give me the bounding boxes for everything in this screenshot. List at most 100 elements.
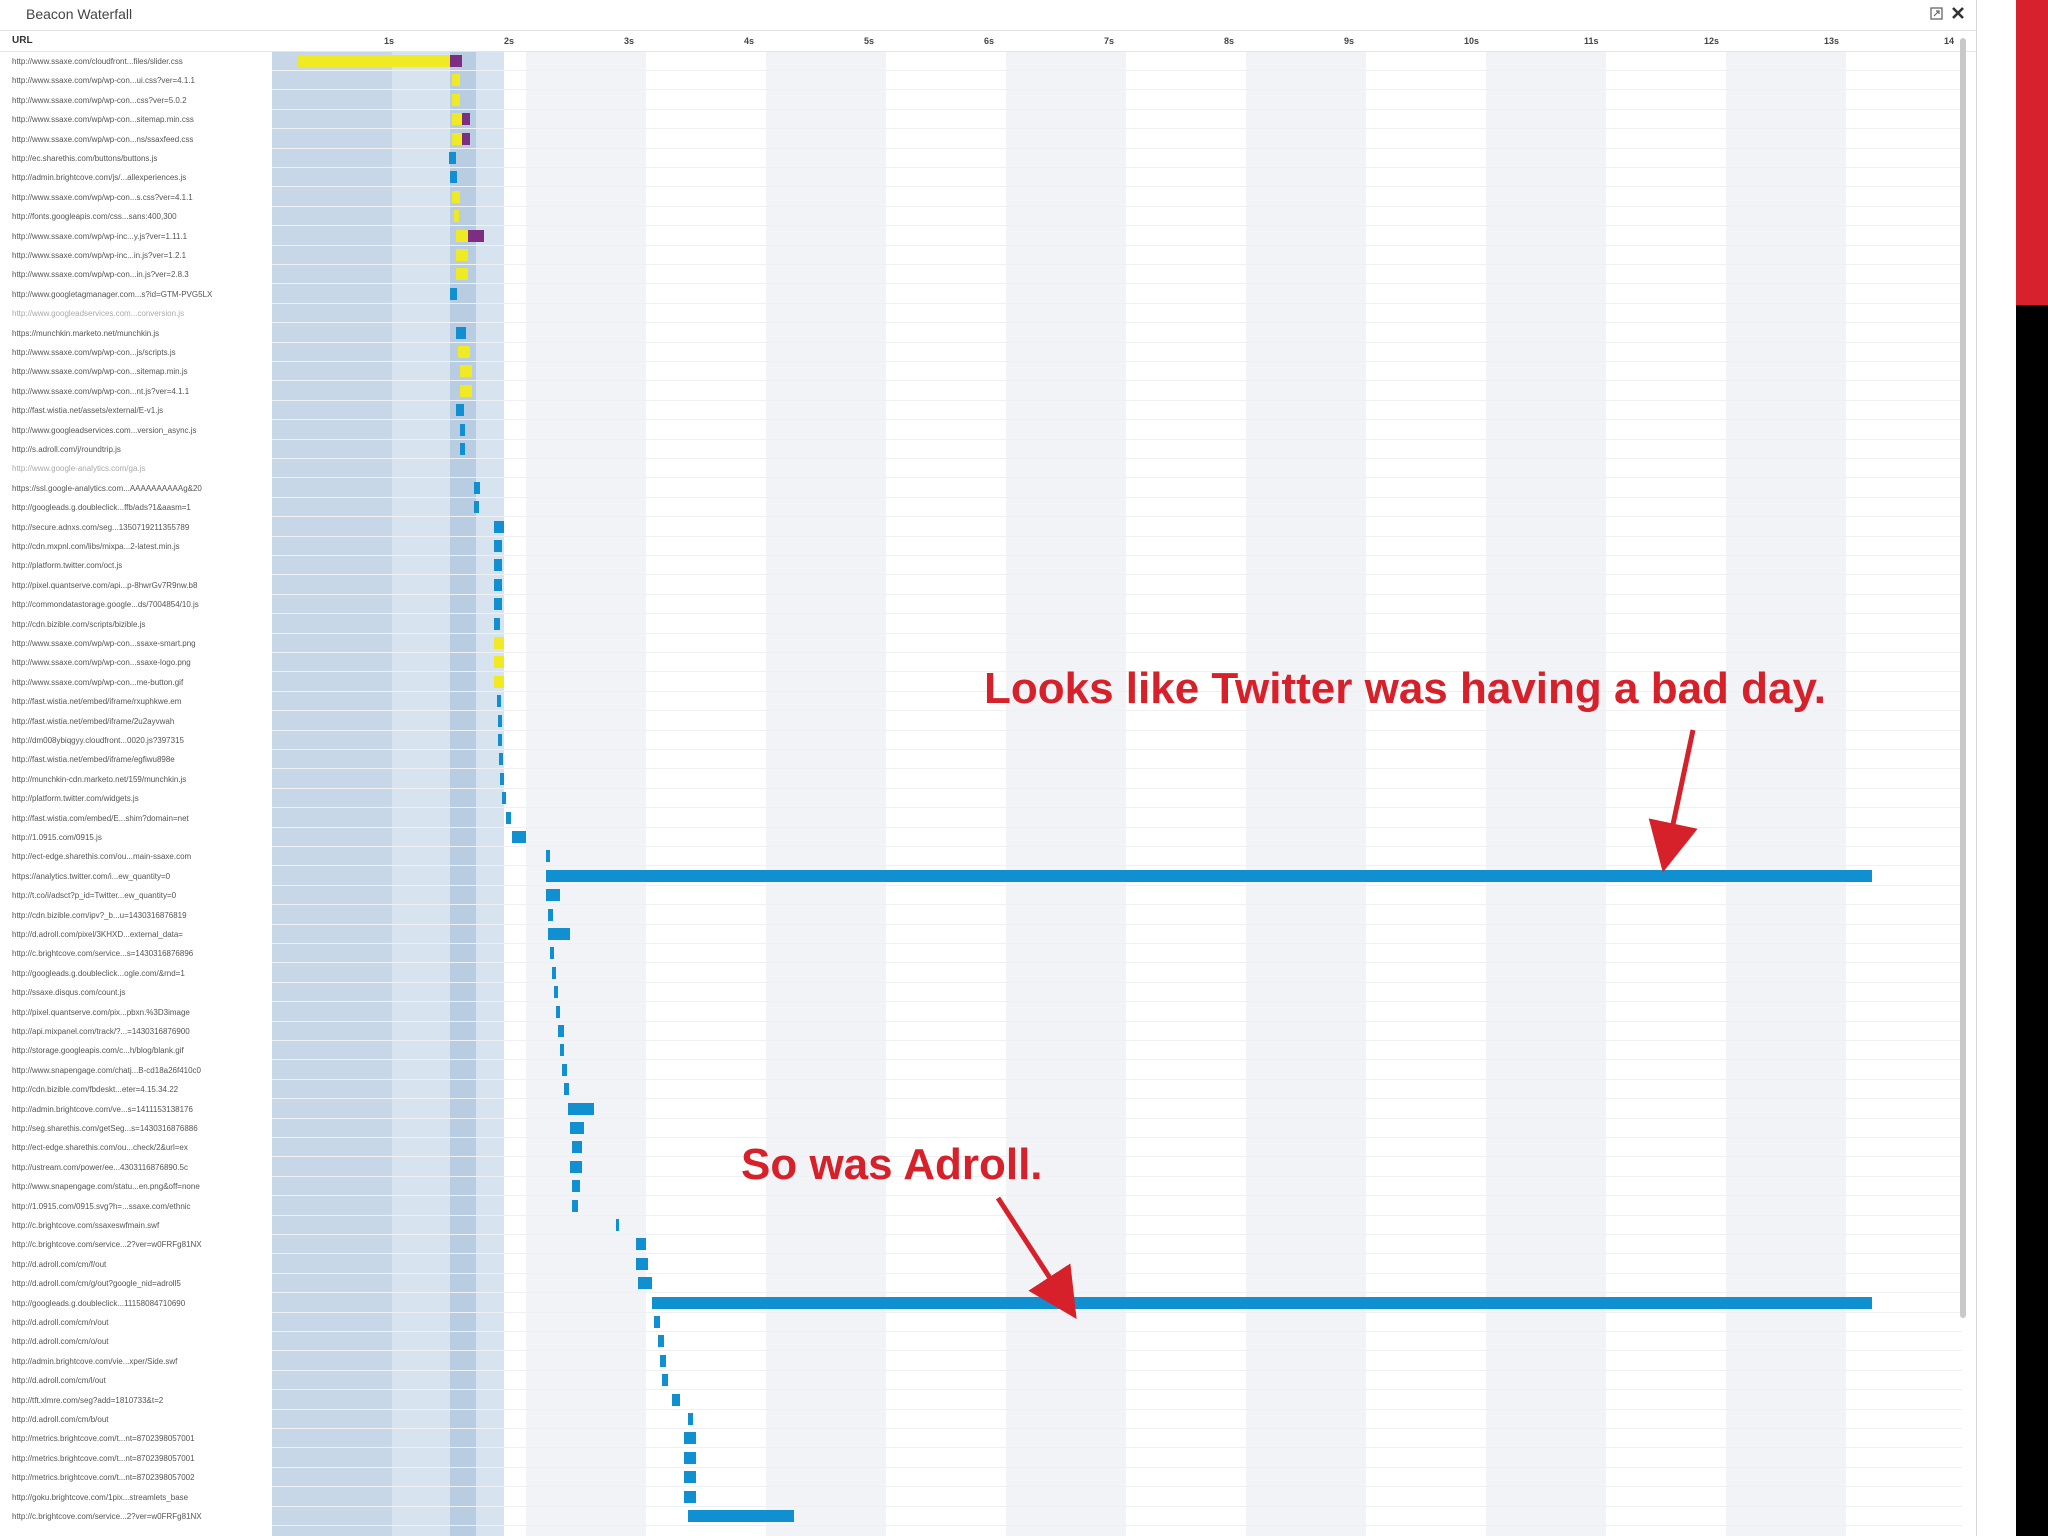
url-row[interactable]: http://metrics.brightcove.com/t...nt=870… <box>12 1453 195 1463</box>
url-row[interactable]: http://admin.brightcove.com/vie...xper/S… <box>12 1356 178 1366</box>
request-bar[interactable] <box>658 1335 664 1348</box>
url-row[interactable]: http://commondatastorage.google...ds/700… <box>12 600 199 610</box>
url-row[interactable]: http://www.ssaxe.com/wp/wp-con...in.js?v… <box>12 270 189 280</box>
url-row[interactable]: http://storage.googleapis.com/c...h/blog… <box>12 1046 184 1056</box>
vertical-scrollbar[interactable] <box>1960 38 1966 1318</box>
request-bar[interactable] <box>468 229 484 242</box>
request-bar[interactable] <box>462 132 470 145</box>
url-row[interactable]: http://d.adroll.com/cm/l/out <box>12 1376 106 1386</box>
request-bar[interactable] <box>498 714 502 727</box>
request-bar[interactable] <box>568 1102 594 1115</box>
request-bar[interactable] <box>512 831 526 843</box>
request-bar[interactable] <box>684 1432 696 1445</box>
url-row[interactable]: http://c.brightcove.com/ssaxeswfmain.swf <box>12 1221 160 1230</box>
url-row[interactable]: http://www.googletagmanager.com...s?id=G… <box>12 289 213 299</box>
request-bar[interactable] <box>550 947 554 960</box>
request-bar[interactable] <box>452 190 460 203</box>
request-bar[interactable] <box>548 928 570 940</box>
url-row[interactable]: http://1.0915.com/0915.js <box>12 833 102 842</box>
url-row[interactable]: http://www.ssaxe.com/wp/wp-con...me-butt… <box>12 677 184 687</box>
request-bar[interactable] <box>456 229 468 242</box>
request-bar[interactable] <box>688 1510 794 1522</box>
url-row[interactable]: http://fast.wistia.net/assets/external/E… <box>12 406 164 416</box>
url-row[interactable]: http://dm008ybiqgyy.cloudfront...0020.js… <box>12 736 184 745</box>
request-bar[interactable] <box>450 287 457 300</box>
url-row[interactable]: http://1.0915.com/0915.svg?h=...ssaxe.co… <box>12 1201 191 1211</box>
url-row[interactable]: http://d.adroll.com/cm/b/out <box>12 1415 109 1424</box>
url-row[interactable]: http://tft.xlmre.com/seg?add=1810733&t=2 <box>12 1395 164 1405</box>
url-row[interactable]: http://ect-edge.sharethis.com/ou...main-… <box>12 852 192 862</box>
request-bar[interactable] <box>460 423 465 436</box>
request-bar[interactable] <box>452 74 460 87</box>
url-row[interactable]: http://www.ssaxe.com/wp/wp-con...sitemap… <box>12 367 188 377</box>
request-bar[interactable] <box>546 869 1872 882</box>
request-bar[interactable] <box>672 1393 680 1406</box>
request-bar[interactable] <box>556 1005 560 1018</box>
close-icon[interactable] <box>1950 5 1966 21</box>
url-row[interactable]: http://fast.wistia.com/embed/E...shim?do… <box>12 813 189 823</box>
url-row[interactable]: http://goku.brightcove.com/1pix...stream… <box>12 1492 189 1502</box>
url-row[interactable]: http://fast.wistia.net/embed/iframe/egfi… <box>12 755 175 765</box>
url-row[interactable]: http://c.brightcove.com/service...2?ver=… <box>12 1512 202 1521</box>
url-row[interactable]: http://www.googleadservices.com...conver… <box>12 309 185 319</box>
request-bar[interactable] <box>562 1063 567 1076</box>
url-row[interactable]: http://ect-edge.sharethis.com/ou...check… <box>12 1143 188 1153</box>
url-row[interactable]: http://www.ssaxe.com/wp/wp-con...ssaxe-s… <box>12 639 196 648</box>
request-bar[interactable] <box>548 908 553 921</box>
url-row[interactable]: http://api.mixpanel.com/track/?...=14303… <box>12 1027 190 1036</box>
url-row[interactable]: http://www.google-analytics.com/ga.js <box>12 464 146 474</box>
request-bar[interactable] <box>498 734 502 746</box>
request-bar[interactable] <box>572 1141 582 1154</box>
url-row[interactable]: http://admin.brightcove.com/js/...allexp… <box>12 173 187 183</box>
request-bar[interactable] <box>460 443 465 455</box>
url-row[interactable]: http://metrics.brightcove.com/t...nt=870… <box>12 1473 195 1483</box>
request-bar[interactable] <box>497 695 501 708</box>
url-row[interactable]: http://www.ssaxe.com/wp/wp-con...s.css?v… <box>12 192 193 202</box>
url-row[interactable]: https://analytics.twitter.com/i...ew_qua… <box>12 871 171 881</box>
request-bar[interactable] <box>452 113 462 126</box>
url-row[interactable]: http://cdn.mxpnl.com/libs/mixpa...2-late… <box>12 542 180 551</box>
url-row[interactable]: http://cdn.bizible.com/fbdeskt...eter=4.… <box>12 1085 179 1095</box>
url-row[interactable]: https://munchkin.marketo.net/munchkin.js <box>12 328 160 338</box>
request-bar[interactable] <box>684 1490 696 1503</box>
request-bar[interactable] <box>546 889 560 902</box>
url-column-header[interactable]: URL <box>12 35 33 46</box>
request-bar[interactable] <box>684 1471 696 1484</box>
url-row[interactable]: http://d.adroll.com/cm/g/out?google_nid=… <box>12 1279 181 1289</box>
url-row[interactable]: https://ssl.google-analytics.com...AAAAA… <box>12 483 202 493</box>
request-bar[interactable] <box>449 152 456 164</box>
request-bar[interactable] <box>494 540 502 552</box>
url-row[interactable]: http://d.adroll.com/cm/o/out <box>12 1337 109 1347</box>
request-bar[interactable] <box>452 93 460 106</box>
url-row[interactable]: http://admin.brightcove.com/ve...s=14111… <box>12 1104 193 1114</box>
request-bar[interactable] <box>474 481 480 494</box>
request-bar[interactable] <box>458 346 470 358</box>
url-row[interactable]: http://fonts.googleapis.com/css...sans:4… <box>12 212 177 222</box>
url-row[interactable]: http://www.ssaxe.com/wp/wp-con...ui.css?… <box>12 76 195 86</box>
url-row[interactable]: http://platform.twitter.com/oct.js <box>12 561 123 571</box>
request-bar[interactable] <box>570 1160 582 1173</box>
request-bar[interactable] <box>460 365 472 378</box>
url-row[interactable]: http://www.ssaxe.com/wp/wp-con...css?ver… <box>12 95 187 105</box>
request-bar[interactable] <box>460 384 472 397</box>
url-row[interactable]: http://c.brightcove.com/service...s=1430… <box>12 949 194 959</box>
request-bar[interactable] <box>636 1257 648 1270</box>
request-bar[interactable] <box>462 113 470 126</box>
url-row[interactable]: http://ustream.com/power/ee...4303116876… <box>12 1162 188 1172</box>
request-bar[interactable] <box>660 1354 666 1367</box>
maximize-icon[interactable] <box>1930 7 1943 20</box>
request-bar[interactable] <box>688 1413 693 1425</box>
request-bar[interactable] <box>684 1451 696 1464</box>
request-bar[interactable] <box>494 598 502 611</box>
url-row[interactable]: http://cdn.bizible.com/scripts/bizible.j… <box>12 619 146 629</box>
url-row[interactable]: http://www.ssaxe.com/wp/wp-con...sitemap… <box>12 115 194 125</box>
request-bar[interactable] <box>506 811 511 824</box>
url-row[interactable]: http://cdn.bizible.com/ipv?_b...u=143031… <box>12 910 187 920</box>
url-row[interactable]: http://platform.twitter.com/widgets.js <box>12 794 139 804</box>
url-row[interactable]: http://www.snapengage.com/chatj...B-cd18… <box>12 1065 202 1075</box>
url-row[interactable]: http://www.ssaxe.com/wp/wp-inc...y.js?ve… <box>12 231 188 241</box>
request-bar[interactable] <box>546 850 550 863</box>
request-bar[interactable] <box>456 249 468 261</box>
request-bar[interactable] <box>474 501 479 514</box>
request-bar[interactable] <box>570 1122 584 1134</box>
